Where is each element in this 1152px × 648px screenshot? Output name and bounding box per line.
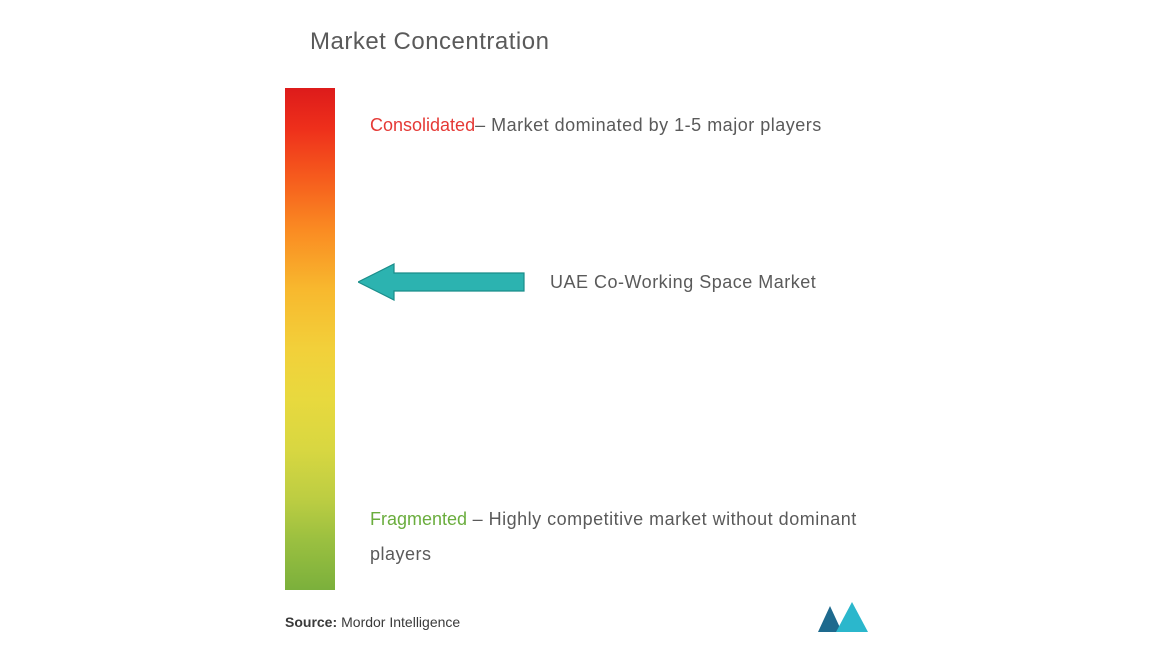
consolidated-label: Consolidated: [370, 115, 475, 135]
chart-title: Market Concentration: [310, 28, 549, 56]
market-name-label: UAE Co-Working Space Market: [550, 272, 816, 293]
fragmented-description: Fragmented – Highly competitive market w…: [370, 502, 910, 572]
logo-triangle-right: [836, 602, 868, 632]
arrow-left-icon: [358, 262, 526, 302]
source-footer: Source:Mordor Intelligence: [285, 614, 460, 630]
source-value: Mordor Intelligence: [341, 614, 460, 630]
concentration-gradient-bar: [285, 88, 335, 590]
consolidated-description: Consolidated– Market dominated by 1-5 ma…: [370, 108, 822, 143]
consolidated-text: – Market dominated by 1-5 major players: [475, 115, 822, 135]
market-position-marker: UAE Co-Working Space Market: [358, 262, 816, 302]
mordor-logo-icon: [816, 600, 872, 634]
source-label: Source:: [285, 614, 337, 630]
fragmented-label: Fragmented: [370, 509, 467, 529]
